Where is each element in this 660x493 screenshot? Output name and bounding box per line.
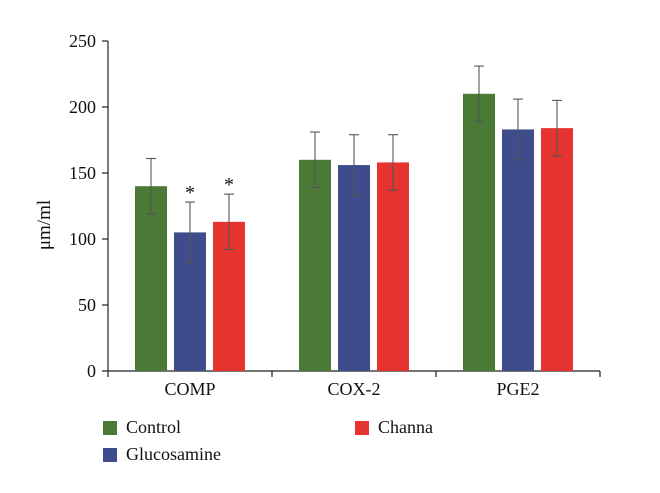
bar	[502, 129, 534, 371]
y-tick-label: 50	[78, 295, 96, 315]
bar	[338, 165, 370, 371]
legend-item-glucosamine: Glucosamine	[103, 444, 221, 465]
y-axis: 0 50 100 150 200 250	[69, 31, 109, 381]
legend-label-control: Control	[126, 417, 182, 437]
x-tick-label: PGE2	[496, 379, 539, 399]
x-axis: COMP COX-2 PGE2	[107, 370, 601, 399]
bar	[541, 128, 573, 371]
bar	[135, 186, 167, 371]
y-tick-label: 150	[69, 163, 96, 183]
x-tick-label: COX-2	[328, 379, 381, 399]
legend-swatch-control	[103, 420, 117, 435]
legend-item-control: Control	[103, 417, 181, 438]
legend-swatch-glucosamine	[103, 447, 117, 462]
legend-swatch-channa	[355, 420, 369, 435]
significance-marker: *	[224, 174, 234, 196]
significance-marker: *	[185, 182, 195, 204]
y-tick-label: 0	[87, 361, 96, 381]
legend-label-glucosamine: Glucosamine	[126, 444, 221, 464]
y-axis-label: μm/ml	[34, 200, 55, 250]
bars-group: * *	[135, 65, 573, 372]
legend-label-channa: Channa	[378, 417, 433, 437]
y-tick-label: 250	[69, 31, 96, 51]
bar	[463, 93, 495, 372]
y-tick-label: 100	[69, 229, 96, 249]
y-tick-label: 200	[69, 97, 96, 117]
legend-item-channa: Channa	[355, 417, 433, 438]
x-tick-label: COMP	[164, 379, 215, 399]
bar	[299, 159, 331, 371]
bar	[377, 162, 409, 371]
